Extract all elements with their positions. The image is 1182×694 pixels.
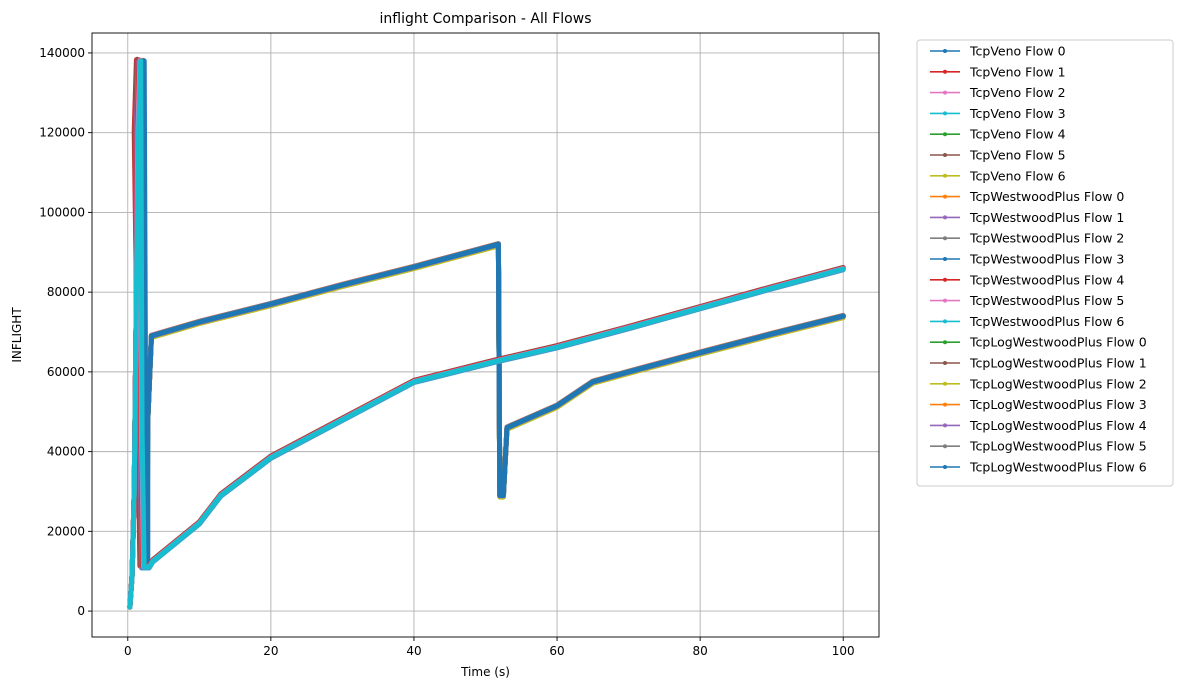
y-tick-label: 120000 (39, 126, 85, 140)
legend-label: TcpLogWestwoodPlus Flow 1 (969, 356, 1147, 371)
legend-label: TcpVeno Flow 5 (969, 148, 1066, 163)
legend-entry-7: TcpWestwoodPlus Flow 0 (930, 189, 1124, 204)
legend-entry-6: TcpVeno Flow 6 (930, 168, 1066, 183)
legend-marker (943, 69, 947, 74)
legend-label: TcpVeno Flow 3 (969, 106, 1066, 121)
legend-marker (943, 111, 947, 116)
y-tick-label: 100000 (39, 205, 85, 219)
y-tick-label: 20000 (47, 524, 85, 538)
legend-label: TcpVeno Flow 2 (969, 85, 1066, 100)
legend-label: TcpLogWestwoodPlus Flow 5 (969, 439, 1147, 454)
legend-label: TcpWestwoodPlus Flow 6 (969, 314, 1124, 329)
legend-entry-12: TcpWestwoodPlus Flow 5 (930, 293, 1124, 308)
legend-label: TcpLogWestwoodPlus Flow 6 (969, 460, 1147, 475)
legend-entry-3: TcpVeno Flow 3 (930, 106, 1066, 121)
legend-entry-8: TcpWestwoodPlus Flow 1 (930, 210, 1124, 225)
legend-marker (943, 444, 947, 449)
legend-entry-13: TcpWestwoodPlus Flow 6 (930, 314, 1124, 329)
plot-series (127, 56, 846, 610)
plot-frame (91, 32, 880, 638)
x-axis-ticks: 0 20 40 60 80 100 (124, 637, 855, 658)
legend-entry-10: TcpWestwoodPlus Flow 3 (930, 252, 1124, 267)
legend-label: TcpLogWestwoodPlus Flow 4 (969, 418, 1147, 433)
legend-box (916, 39, 1174, 487)
legend-entry-14: TcpLogWestwoodPlus Flow 0 (930, 335, 1147, 350)
legend-label: TcpWestwoodPlus Flow 1 (969, 210, 1124, 225)
legend-marker (943, 277, 947, 282)
legend-marker (943, 361, 947, 365)
legend-label: TcpWestwoodPlus Flow 2 (969, 231, 1124, 246)
legend-label: TcpWestwoodPlus Flow 0 (969, 189, 1124, 204)
legend-label: TcpWestwoodPlus Flow 4 (969, 272, 1124, 287)
legend-label: TcpWestwoodPlus Flow 5 (969, 293, 1124, 308)
x-tick-label: 60 (549, 644, 564, 658)
x-tick-label: 20 (263, 644, 278, 658)
legend-entry-20: TcpLogWestwoodPlus Flow 6 (930, 460, 1147, 475)
chart-title: inflight Comparison - All Flows (379, 11, 591, 27)
x-tick-label: 100 (832, 644, 855, 658)
legend-entry-18: TcpLogWestwoodPlus Flow 4 (930, 418, 1147, 433)
legend-entry-1: TcpVeno Flow 1 (930, 64, 1066, 79)
legend-label: TcpVeno Flow 1 (969, 64, 1066, 79)
legend-entry-4: TcpVeno Flow 4 (930, 127, 1066, 142)
legend-label: TcpLogWestwoodPlus Flow 3 (969, 397, 1147, 412)
legend-entry-9: TcpWestwoodPlus Flow 2 (930, 231, 1124, 246)
x-tick-label: 0 (124, 644, 132, 658)
legend-marker (943, 153, 947, 157)
legend-marker (943, 215, 947, 220)
legend-label: TcpVeno Flow 4 (969, 127, 1066, 142)
legend-marker (943, 236, 947, 241)
legend-entries: TcpVeno Flow 0 TcpVeno Flow 1 TcpVeno Flow… (930, 44, 1147, 475)
legend-label: TcpVeno Flow 6 (969, 168, 1066, 183)
legend-entry-11: TcpWestwoodPlus Flow 4 (930, 272, 1124, 287)
y-tick-label: 60000 (47, 365, 85, 379)
legend-label: TcpLogWestwoodPlus Flow 0 (969, 335, 1147, 350)
legend-marker (943, 257, 947, 261)
legend-marker (943, 49, 947, 53)
legend-marker (943, 465, 947, 469)
legend-entry-0: TcpVeno Flow 0 (930, 44, 1066, 59)
legend: TcpVeno Flow 0 TcpVeno Flow 1 TcpVeno Flow… (916, 39, 1174, 487)
series-line-13 (127, 58, 846, 610)
x-tick-label: 40 (406, 644, 421, 658)
legend-marker (943, 132, 947, 137)
y-axis-label: INFLIGHT (10, 307, 24, 363)
legend-marker (943, 381, 947, 386)
legend-marker (943, 298, 947, 303)
legend-marker (943, 402, 947, 407)
y-tick-label: 40000 (47, 445, 85, 459)
y-tick-label: 80000 (47, 285, 85, 299)
legend-marker (943, 90, 947, 95)
y-tick-label: 0 (77, 604, 85, 618)
legend-marker (943, 173, 947, 178)
legend-marker (943, 423, 947, 428)
legend-label: TcpLogWestwoodPlus Flow 2 (969, 376, 1147, 391)
legend-label: TcpVeno Flow 0 (969, 44, 1066, 59)
legend-marker (943, 319, 947, 324)
legend-entry-5: TcpVeno Flow 5 (930, 148, 1066, 163)
legend-entry-17: TcpLogWestwoodPlus Flow 3 (930, 397, 1147, 412)
legend-entry-19: TcpLogWestwoodPlus Flow 5 (930, 439, 1147, 454)
legend-marker (943, 194, 947, 199)
legend-label: TcpWestwoodPlus Flow 3 (969, 252, 1124, 267)
x-axis-label: Time (s) (460, 665, 510, 679)
legend-marker (943, 340, 947, 345)
legend-entry-15: TcpLogWestwoodPlus Flow 1 (930, 356, 1147, 371)
y-tick-label: 140000 (39, 46, 85, 60)
x-tick-label: 80 (692, 644, 707, 658)
legend-entry-2: TcpVeno Flow 2 (930, 85, 1066, 100)
y-axis-ticks: 0 20000 40000 60000 80000 100000 120000 140000 (39, 46, 92, 618)
legend-entry-16: TcpLogWestwoodPlus Flow 2 (930, 376, 1147, 391)
